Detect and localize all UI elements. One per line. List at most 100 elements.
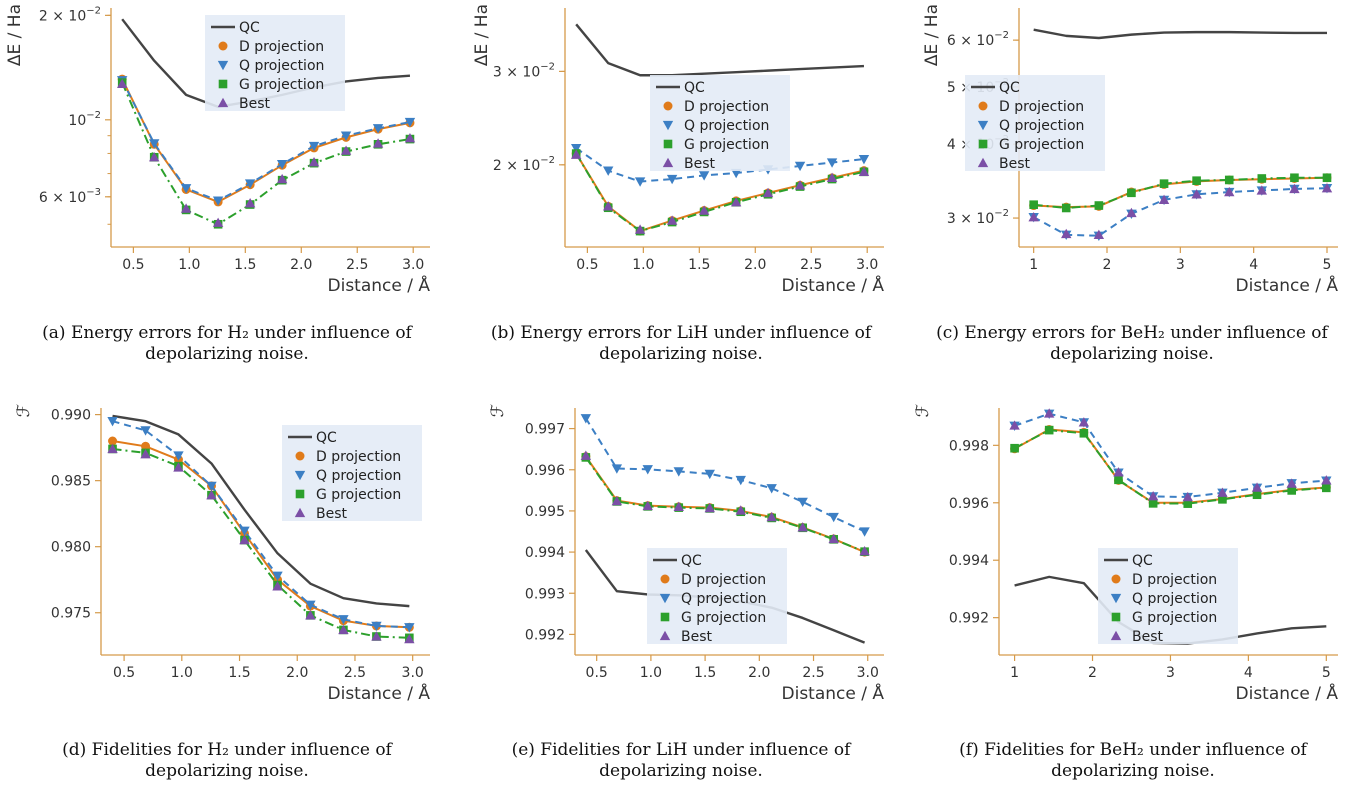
caption-b: (b) Energy errors for LiH under influenc…	[456, 323, 906, 365]
caption-line: depolarizing noise.	[599, 761, 763, 781]
series-points-q-projection	[580, 414, 870, 537]
x-tick-label: 1.5	[234, 257, 256, 273]
series-points-best	[1028, 182, 1333, 240]
data-point-g-projection	[1322, 483, 1331, 493]
legend-marker-d-projection	[663, 101, 673, 111]
legend-marker-q-projection	[977, 120, 989, 131]
data-point-best	[634, 224, 646, 234]
data-point-q-projection	[244, 179, 256, 189]
data-point-g-projection	[1148, 499, 1158, 508]
data-point-q-projection	[371, 621, 382, 632]
legend: QC D projection Q projection G projection Be…	[647, 548, 787, 645]
data-point-g-projection	[1322, 173, 1332, 183]
y-tick-label: 3 × 10−2	[493, 61, 555, 80]
data-point-q-projection	[698, 171, 710, 181]
x-axis-label: Distance / Å	[782, 682, 885, 704]
data-point-q-projection	[340, 131, 352, 141]
legend-marker-best	[977, 157, 989, 168]
data-point-q-projection	[730, 168, 742, 179]
legend-marker-d-projection	[295, 451, 305, 461]
series-line-q-projection	[112, 420, 410, 629]
y-tick-label: 0.996	[525, 463, 565, 479]
data-point-best	[1061, 228, 1072, 239]
legend-label-g-projection: G projection	[1132, 610, 1217, 626]
data-point-g-projection	[1192, 176, 1201, 185]
legend-box	[282, 425, 422, 521]
data-point-best	[859, 546, 870, 556]
data-point-best	[305, 610, 316, 620]
series-points-q-projection	[1009, 409, 1332, 503]
legend-label-d-projection: D projection	[1132, 572, 1217, 588]
y-tick-label: 0.995	[525, 504, 565, 520]
caption-line: depolarizing noise.	[599, 344, 763, 364]
series-points-g-projection	[1029, 173, 1332, 213]
legend-marker-q-projection	[294, 470, 306, 481]
y-tick-label: 0.998	[949, 438, 989, 454]
axes: 0.5 1.0 1.5 2.0 2.5 3.0 2 × 10−2 10−2 6 × 10−3 Di…	[5, 4, 430, 296]
legend-label-g-projection: G projection	[316, 487, 401, 503]
legend-marker-best	[217, 97, 229, 108]
y-tick-label: 2 × 10−2	[39, 5, 101, 24]
data-point-q-projection	[338, 615, 349, 625]
caption-line: depolarizing noise.	[1051, 761, 1215, 781]
data-point-g-projection	[1010, 443, 1019, 453]
data-point-q-projection	[272, 571, 283, 581]
data-point-best	[371, 631, 382, 641]
x-axis-label: Distance / Å	[782, 274, 885, 296]
x-tick-label: 1	[1010, 665, 1019, 681]
legend-label-best: Best	[1132, 629, 1164, 645]
x-tick-label: 1.0	[632, 257, 654, 273]
data-point-q-projection	[173, 451, 184, 461]
data-point-best	[1078, 417, 1090, 427]
data-point-best	[642, 500, 653, 511]
data-point-d-projection	[108, 436, 118, 446]
data-point-q-projection	[308, 141, 320, 152]
data-point-g-projection	[1287, 486, 1297, 495]
legend-marker-d-projection	[978, 101, 988, 111]
legend-box	[1098, 548, 1238, 644]
data-point-best	[276, 173, 288, 184]
data-point-best	[1256, 185, 1268, 195]
data-point-best	[149, 152, 160, 162]
data-point-q-projection	[794, 161, 806, 172]
x-tick-label: 3.0	[857, 665, 879, 681]
data-point-q-projection	[276, 160, 288, 170]
y-tick-label: 10−2	[68, 110, 101, 129]
data-point-best	[570, 149, 582, 159]
data-point-best	[730, 197, 742, 207]
chart-e-svg: 0.5 1.0 1.5 2.0 2.5 3.0 0.997 0.996 0.995 0.994 0.…	[488, 404, 885, 704]
data-point-q-projection	[372, 124, 384, 134]
series-line-qc	[1033, 28, 1327, 40]
x-axis-label: Distance / Å	[1236, 274, 1339, 296]
chart-d-svg: 0.5 1.0 1.5 2.0 2.5 3.0 0.990 0.985 0.980 0.975 Di…	[14, 404, 430, 704]
data-point-g-projection	[1079, 428, 1089, 438]
plot-area	[116, 18, 416, 229]
x-tick-label: 0.5	[576, 257, 598, 273]
x-tick-label: 2.5	[344, 665, 366, 681]
data-point-g-projection	[1252, 490, 1262, 500]
legend-marker-q-projection	[662, 120, 674, 131]
data-point-q-projection	[735, 475, 746, 486]
data-point-q-projection	[149, 139, 160, 149]
series-line-d-projection	[1033, 176, 1328, 209]
data-point-best	[794, 180, 806, 190]
series-line-q-projection	[1033, 187, 1328, 237]
legend-label-qc: QC	[239, 20, 260, 36]
chart-b-svg: 0.5 1.0 1.5 2.0 2.5 3.0 3 × 10−2 2 × 10−2 Distan…	[472, 4, 885, 296]
legend-label-d-projection: D projection	[316, 449, 401, 465]
series-line-q-projection	[121, 79, 411, 202]
series-points-best	[580, 450, 870, 556]
data-point-best	[1158, 194, 1170, 205]
data-point-g-projection	[1094, 201, 1104, 210]
data-point-best	[404, 633, 415, 644]
y-tick-label: 0.975	[51, 606, 91, 622]
legend-label-qc: QC	[681, 553, 702, 569]
data-point-q-projection	[212, 196, 224, 206]
series-line-q-projection	[584, 417, 866, 533]
data-point-best	[140, 449, 151, 459]
legend-label-qc: QC	[316, 430, 337, 446]
data-point-d-projection	[141, 441, 151, 451]
data-point-best	[107, 443, 118, 454]
data-point-q-projection	[673, 467, 684, 477]
